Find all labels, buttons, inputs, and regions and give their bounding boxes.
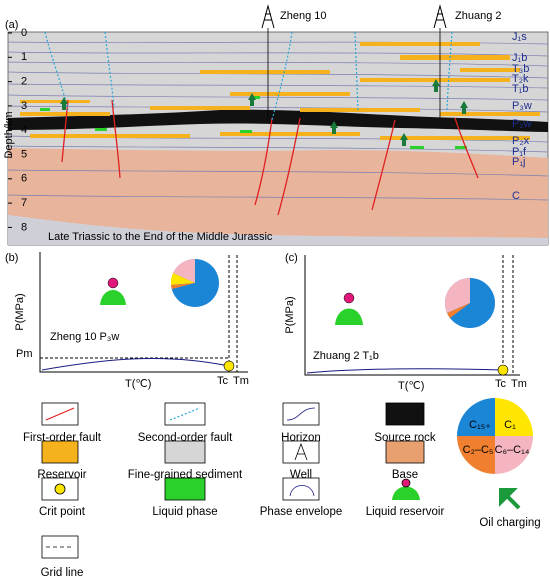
legend-label: Base	[392, 469, 418, 481]
panel-label: (c)	[285, 252, 298, 264]
formation-label: T₃b	[512, 63, 529, 75]
depth-tick: 2	[21, 76, 27, 88]
pie-label: C₁₅₊	[469, 419, 491, 431]
panel-label: (b)	[5, 252, 18, 264]
legend-label: Second-order fault	[138, 432, 233, 444]
legend-label: Liquid phase	[152, 506, 217, 518]
formation-label: T₁b	[512, 83, 529, 95]
formation-label: J₁s	[512, 31, 527, 43]
formation-label: P₃w	[512, 100, 532, 112]
legend-label: Well	[290, 469, 312, 481]
formation-label: J₁b	[512, 52, 527, 64]
oil-arrow	[499, 488, 521, 510]
caption: Late Triassic to the End of the Middle J…	[48, 231, 273, 243]
legend-label: Liquid reservoir	[366, 506, 445, 518]
legend-pie	[457, 398, 533, 474]
legend-label: Reservoir	[37, 469, 86, 481]
legend-label: Fine-grained sediment	[128, 469, 243, 481]
y-axis-title: P(MPa)	[14, 293, 26, 330]
depth-tick: 4	[21, 124, 27, 136]
depth-tick: 3	[21, 100, 27, 112]
legend-label: Oil charging	[479, 517, 540, 529]
well-label: Zheng 10	[280, 10, 326, 22]
formation-label: P₂x	[512, 135, 530, 147]
pie-label: C₁	[504, 419, 516, 431]
x-axis-title: T(℃)	[125, 378, 151, 390]
tm-label: Tm	[233, 375, 249, 387]
legend-label: Crit point	[39, 506, 86, 518]
sample-label: Zhuang 2 T₁b	[313, 350, 379, 362]
legend: First-order fault Second-order fault Horiz…	[23, 419, 541, 579]
tc-label: Tc	[217, 375, 229, 387]
legend-label: First-order fault	[23, 432, 102, 444]
formation-label: P₂w	[512, 118, 532, 130]
depth-tick: 7	[21, 197, 27, 209]
legend-icons	[41, 402, 425, 559]
y-axis-title: Depth/km	[3, 111, 15, 158]
depth-tick: 5	[21, 148, 27, 160]
formation-label: P₁j	[512, 156, 526, 168]
legend-label: Source rock	[374, 432, 436, 444]
legend-label: Horizon	[281, 432, 321, 444]
legend-label: Phase envelope	[260, 506, 342, 518]
tm-label: Tm	[511, 378, 527, 390]
panel-label: (a)	[5, 19, 18, 31]
depth-tick: 0	[21, 27, 27, 39]
formation-label: P₁f	[512, 146, 527, 158]
formation-label: C	[512, 190, 520, 202]
legend-label: Grid line	[41, 567, 84, 579]
tc-label: Tc	[495, 378, 507, 390]
sample-label: Zheng 10 P₃w	[50, 331, 119, 343]
x-axis-title: T(℃)	[398, 380, 424, 392]
pie-label: C₂–C₅	[463, 444, 494, 456]
section	[7, 4, 549, 246]
depth-tick: 1	[21, 51, 27, 63]
well-label: Zhuang 2	[455, 10, 501, 22]
depth-tick: 6	[21, 173, 27, 185]
formation-label: T₂k	[512, 73, 529, 85]
depth-tick: 8	[21, 221, 27, 233]
pie-label: C₆–C₁₄	[495, 444, 530, 456]
y-axis-title: P(MPa)	[284, 296, 296, 333]
pm-label: Pm	[16, 348, 33, 360]
depth-ticks: 0 1 2 3 4 5 6 7 8	[8, 27, 27, 233]
